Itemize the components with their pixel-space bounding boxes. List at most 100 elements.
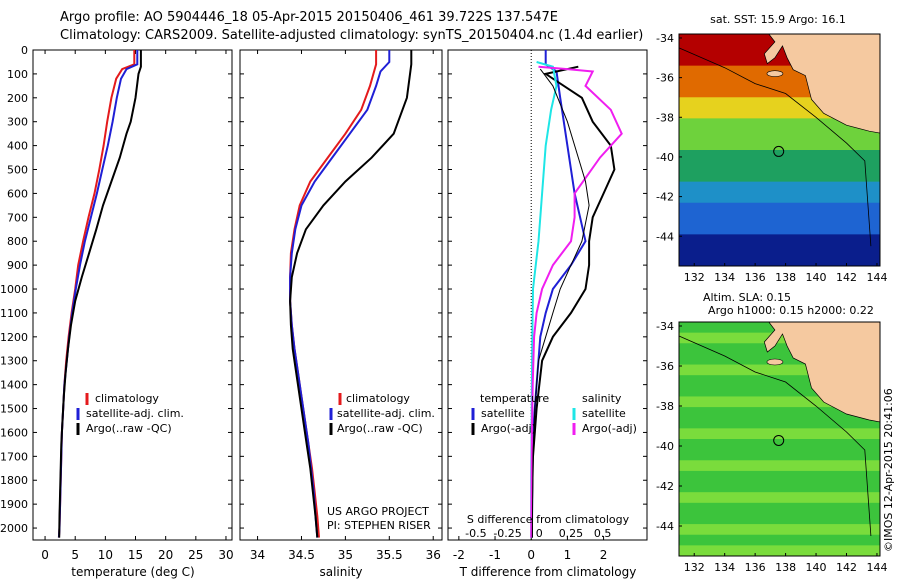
x-tick-label: 20: [158, 548, 173, 562]
difference-plot: -2 -1 0 1 2 -0.5 -0.25 0 0.25 0.5: [453, 50, 623, 562]
x-tick-label: 36: [426, 548, 441, 562]
map-band: [679, 545, 880, 557]
map-band: [679, 375, 880, 387]
x-tick-label: 15: [128, 548, 143, 562]
sla-map: 132 134 136 138 140 142 144 -34 -36 -38 -40 -42 -44: [656, 320, 887, 574]
x-tick-label: 138: [775, 561, 796, 574]
legend-label-argo: Argo(..raw -QC): [86, 422, 172, 435]
map-band: [679, 417, 880, 429]
y-tick-label: -36: [656, 360, 674, 373]
x-tick-label: 35: [338, 548, 353, 562]
y-tick-label: -40: [656, 440, 674, 453]
project-annotation: US ARGO PROJECT: [327, 505, 429, 518]
land-polygon: [762, 321, 881, 423]
s-diff-tick-label: 0.5: [594, 527, 612, 540]
x-tick-label: 2: [600, 548, 608, 562]
map-band: [679, 481, 880, 493]
sla-map-title: Altim. SLA: 0.15: [703, 291, 791, 304]
depth-tick-label: 1400: [0, 379, 28, 392]
legend-header-salinity: salinity: [582, 392, 622, 405]
legend-label-satellite: satellite-adj. clim.: [337, 407, 435, 420]
temperature-plot: 0 5 10 15 20 25 30: [41, 50, 234, 562]
chart-title-line1: Argo profile: AO 5904446_18 05-Apr-2015 …: [60, 10, 558, 25]
shelf-contour: [678, 47, 872, 247]
map-frame: [678, 321, 881, 557]
map-band: [679, 407, 880, 419]
map-band: [679, 128, 880, 140]
s-diff-tick-label: 0.25: [559, 527, 584, 540]
x-tick-label: 25: [188, 548, 203, 562]
y-tick-label: -42: [656, 480, 674, 493]
depth-tick-label: 700: [7, 211, 28, 224]
map-band: [679, 97, 880, 109]
y-tick-label: -38: [656, 400, 674, 413]
x-tick-label: 144: [866, 561, 887, 574]
legend-label-s-satellite: satellite: [582, 407, 626, 420]
depth-tick-label: 0: [21, 44, 28, 57]
sla-map-subtitle: Argo h1000: 0.15 h2000: 0.22: [708, 304, 874, 317]
map-band: [679, 343, 880, 355]
y-tick-label: -42: [656, 191, 674, 204]
legend-label-s-argo: Argo(-adj): [582, 422, 637, 435]
island: [766, 70, 784, 77]
depth-tick-label: 300: [7, 116, 28, 129]
map-band: [679, 160, 880, 172]
map-band: [679, 439, 880, 451]
map-band: [679, 171, 880, 183]
x-tick-label: 144: [866, 271, 887, 284]
sst-map-title: sat. SST: 15.9 Argo: 16.1: [710, 13, 846, 26]
map-band: [679, 364, 880, 376]
y-tick-label: -36: [656, 72, 674, 85]
map-band: [679, 213, 880, 225]
depth-tick-label: 400: [7, 140, 28, 153]
x-tick-label: 34: [250, 548, 265, 562]
map-band: [679, 396, 880, 408]
map-band: [679, 502, 880, 514]
s-diff-tick-label: -0.25: [493, 527, 521, 540]
x-tick-label: 138: [775, 271, 796, 284]
map-band: [679, 118, 880, 130]
map-band: [679, 234, 880, 246]
x-tick-label: 132: [684, 561, 705, 574]
depth-tick-label: 1300: [0, 355, 28, 368]
map-band: [679, 107, 880, 119]
map-band: [679, 534, 880, 546]
map-band: [679, 492, 880, 504]
x-tick-label: 136: [745, 561, 766, 574]
chart-title-line2: Climatology: CARS2009. Satellite-adjuste…: [60, 28, 644, 43]
legend-label-satellite: satellite-adj. clim.: [86, 407, 184, 420]
depth-tick-label: 1900: [0, 498, 28, 511]
series-line: [289, 50, 391, 538]
map-band: [679, 385, 880, 397]
x-tick-label: 1: [564, 548, 572, 562]
depth-tick-label: 1500: [0, 403, 28, 416]
x-tick-label: 142: [836, 271, 857, 284]
y-tick-label: -44: [656, 230, 674, 243]
map-band: [679, 470, 880, 483]
series-line: [530, 65, 616, 538]
x-tick-label: 0: [527, 548, 535, 562]
y-tick-label: -34: [656, 32, 674, 45]
map-band: [679, 76, 880, 88]
depth-tick-label: 500: [7, 164, 28, 177]
map-band: [679, 460, 880, 472]
pi-annotation: PI: STEPHEN RISER: [327, 519, 431, 532]
depth-tick-label: 1200: [0, 331, 28, 344]
credit-label: ©IMOS 12-Apr-2015 20:41:06: [882, 388, 895, 552]
land-polygon: [762, 33, 881, 134]
sst-map: 132 134 136 138 140 142 144 -34 -36 -38 -40 -42 -44: [656, 32, 887, 284]
x-tick-label: 10: [98, 548, 113, 562]
x-tick-label: 35.5: [376, 548, 403, 562]
map-band: [679, 55, 880, 67]
map-band: [679, 449, 880, 461]
y-tick-label: -44: [656, 520, 674, 533]
t-difference-xlabel: T difference from climatology: [459, 565, 637, 579]
salinity-legend: climatology satellite-adj. clim. Argo(..…: [329, 392, 435, 435]
map-band: [679, 513, 880, 525]
map-band: [679, 255, 880, 267]
map-band: [679, 524, 880, 536]
salinity-xlabel: salinity: [319, 565, 362, 579]
map-band: [679, 86, 880, 98]
legend-label-climatology: climatology: [346, 392, 410, 405]
profile-marker: [773, 145, 785, 157]
